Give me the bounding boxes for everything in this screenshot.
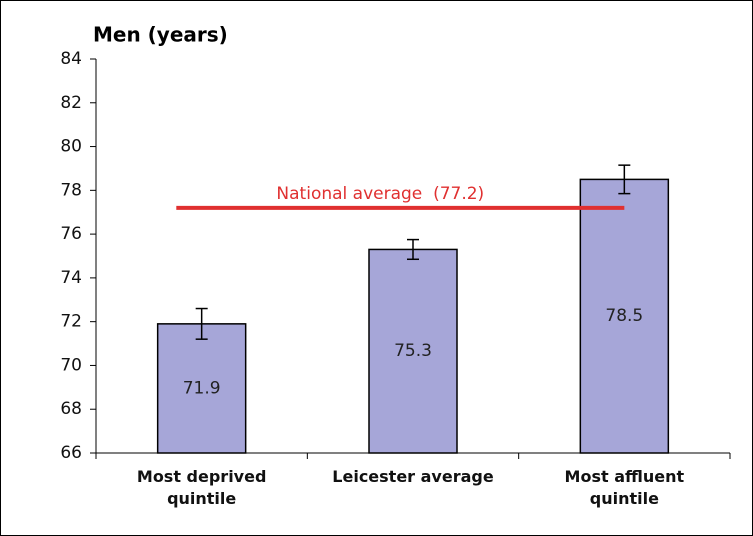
chart-title: Men (years)	[93, 23, 228, 47]
y-tick-label: 76	[60, 224, 82, 244]
value-label: 71.9	[183, 378, 221, 398]
bar	[368, 248, 458, 454]
bar	[579, 178, 670, 454]
y-tick-label: 72	[60, 312, 82, 332]
y-tick-label: 80	[60, 137, 82, 157]
x-tick-label: Leicester average	[332, 467, 494, 486]
x-tick-label: Most deprived quintile	[136, 467, 267, 508]
y-tick-label: 82	[60, 93, 82, 113]
y-tick-label: 78	[60, 180, 82, 200]
y-tick-label: 66	[60, 443, 82, 463]
y-tick-label: 74	[60, 268, 82, 288]
y-tick-label: 70	[60, 355, 82, 375]
value-label: 78.5	[605, 306, 643, 326]
x-tick-label: Most affluent quintile	[564, 467, 685, 508]
error-bar	[195, 307, 208, 340]
y-tick-label: 84	[60, 49, 82, 69]
y-tick-label: 68	[60, 399, 82, 419]
reference-label: National average (77.2)	[276, 184, 484, 204]
value-label: 75.3	[394, 341, 432, 361]
error-bar	[618, 164, 631, 195]
bar	[156, 323, 247, 454]
error-bar	[407, 238, 419, 261]
